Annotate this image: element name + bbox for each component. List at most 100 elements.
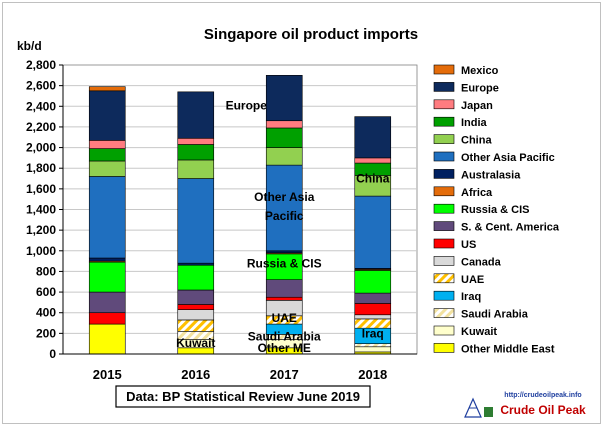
y-tick-label: 1,400 <box>26 203 56 217</box>
annotation-pacific: Pacific <box>265 209 304 223</box>
x-tick-label: 2015 <box>93 367 122 382</box>
legend-swatch <box>433 134 455 144</box>
legend-label: Japan <box>461 100 493 112</box>
bar-segment-russia-cis-2015 <box>88 261 126 293</box>
legend-label: US <box>461 239 476 251</box>
annotation-iraq: Iraq <box>362 326 384 340</box>
legend-swatch <box>433 169 455 179</box>
legend-swatch <box>433 64 455 75</box>
legend-swatch <box>433 221 455 231</box>
bar-stack-2016 <box>177 91 215 355</box>
chart-title: Singapore oil product imports <box>204 26 418 43</box>
legend-label: Canada <box>461 256 502 268</box>
legend-label: Europe <box>461 82 499 94</box>
bar-segment-europe-2015 <box>88 90 126 141</box>
legend-item-saudi-arabia: Saudi Arabia <box>433 308 529 321</box>
bar-segment-kuwait-2018 <box>354 346 392 353</box>
x-tick-label: 2016 <box>181 367 210 382</box>
legend-item-russia-cis: Russia & CIS <box>433 203 529 216</box>
annotation-china: China <box>356 172 390 186</box>
legend-swatch <box>433 238 455 249</box>
legend-item-us: US <box>433 238 476 251</box>
bar-segment-other-asia-pacific-2018 <box>354 195 392 269</box>
y-tick-label: 1,800 <box>26 161 56 175</box>
legend-item-canada: Canada <box>433 256 502 268</box>
legend-label: Africa <box>461 187 493 199</box>
y-tick-label: 2,000 <box>26 141 56 155</box>
legend-item-uae: UAE <box>433 273 484 286</box>
legend-label: Kuwait <box>461 326 497 338</box>
legend-label: Saudi Arabia <box>461 309 529 321</box>
bar-segment-europe-2016 <box>177 91 215 139</box>
legend-swatch <box>433 308 455 318</box>
legend-item-s-cent-america: S. & Cent. America <box>433 221 560 234</box>
y-tick-label: 200 <box>36 326 56 340</box>
y-tick-label: 600 <box>36 285 56 299</box>
y-tick-label: 1,200 <box>26 223 56 237</box>
legend-label: Other Asia Pacific <box>461 152 555 164</box>
bar-stack-2018 <box>354 116 392 355</box>
bar-segment-russia-cis-2016 <box>177 264 215 291</box>
bar-segment-japan-2015 <box>88 140 126 149</box>
bar-segment-russia-cis-2018 <box>354 270 392 294</box>
bar-segment-australasia-2015 <box>88 257 126 262</box>
legend-swatch <box>433 203 455 214</box>
y-tick-label: 2,600 <box>26 79 56 93</box>
legend-item-japan: Japan <box>433 99 493 112</box>
legend-swatch <box>433 151 455 162</box>
y-tick-label: 2,200 <box>26 120 56 134</box>
y-tick-label: 2,800 <box>26 58 56 72</box>
annotation-uae: UAE <box>272 311 297 325</box>
legend-label: S. & Cent. America <box>461 222 560 234</box>
bar-segment-other-asia-pacific-2015 <box>88 176 126 259</box>
legend-label: China <box>461 135 492 147</box>
axes: 0 200 400 600 800 1,000 1,200 1,400 1,600 1,800 2,… <box>26 58 417 382</box>
oil-derrick-icon <box>464 397 493 418</box>
annotation-other-asia: Other Asia <box>254 190 315 204</box>
legend-item-australasia: Australasia <box>433 169 521 181</box>
y-tick-label: 400 <box>36 306 56 320</box>
bar-segment-india-2015 <box>88 148 126 162</box>
bar-segment-other-middle-east-2015 <box>88 323 126 355</box>
bar-segment-china-2016 <box>177 159 215 179</box>
bar-segment-europe-2018 <box>354 116 392 159</box>
x-tick-label: 2017 <box>270 367 299 382</box>
bar-segment-japan-2016 <box>177 137 215 145</box>
legend-item-other-asia-pacific: Other Asia Pacific <box>433 151 555 164</box>
legend-swatch <box>433 325 455 336</box>
bar-segment-s-cent-america-2015 <box>88 291 126 314</box>
y-tick-label: 1,000 <box>26 244 56 258</box>
legend-swatch <box>433 290 455 301</box>
x-tick-label: 2018 <box>358 367 387 382</box>
legend-item-india: India <box>433 116 488 129</box>
legend-swatch <box>433 343 455 353</box>
legend-swatch <box>433 186 455 197</box>
legend-label: Russia & CIS <box>461 204 529 216</box>
bar-segment-india-2017 <box>265 127 303 148</box>
bar-segment-us-2015 <box>88 312 126 325</box>
legend-swatch <box>433 256 455 266</box>
bar-segment-saudi-arabia-2018 <box>354 343 392 348</box>
bar-segment-s-cent-america-2018 <box>354 292 392 304</box>
legend-swatch <box>433 82 455 92</box>
bar-segment-us-2018 <box>354 303 392 316</box>
bar-stack-2015 <box>88 86 126 355</box>
source-text: Data: BP Statistical Review June 2019 <box>126 389 360 404</box>
annotation-europe: Europe <box>226 98 268 112</box>
bar-segment-other-asia-pacific-2017 <box>265 164 303 252</box>
annotation-other-me: Other ME <box>258 341 311 355</box>
legend-label: Other Middle East <box>461 343 555 355</box>
logo-url: http://crudeoilpeak.info <box>504 392 581 399</box>
bars <box>88 75 392 355</box>
legend-item-china: China <box>433 134 492 147</box>
annotation-kuwait: Kuwait <box>176 336 215 350</box>
legend-item-europe: Europe <box>433 82 499 94</box>
bar-segment-india-2016 <box>177 144 215 161</box>
bar-segment-s-cent-america-2016 <box>177 289 215 305</box>
logo-name: Crude Oil Peak <box>500 403 586 417</box>
legend-label: Iraq <box>461 291 481 303</box>
bar-segment-australasia-2016 <box>177 262 215 266</box>
y-tick-label: 0 <box>49 347 56 361</box>
annotation-russia-cis: Russia & CIS <box>247 256 322 270</box>
